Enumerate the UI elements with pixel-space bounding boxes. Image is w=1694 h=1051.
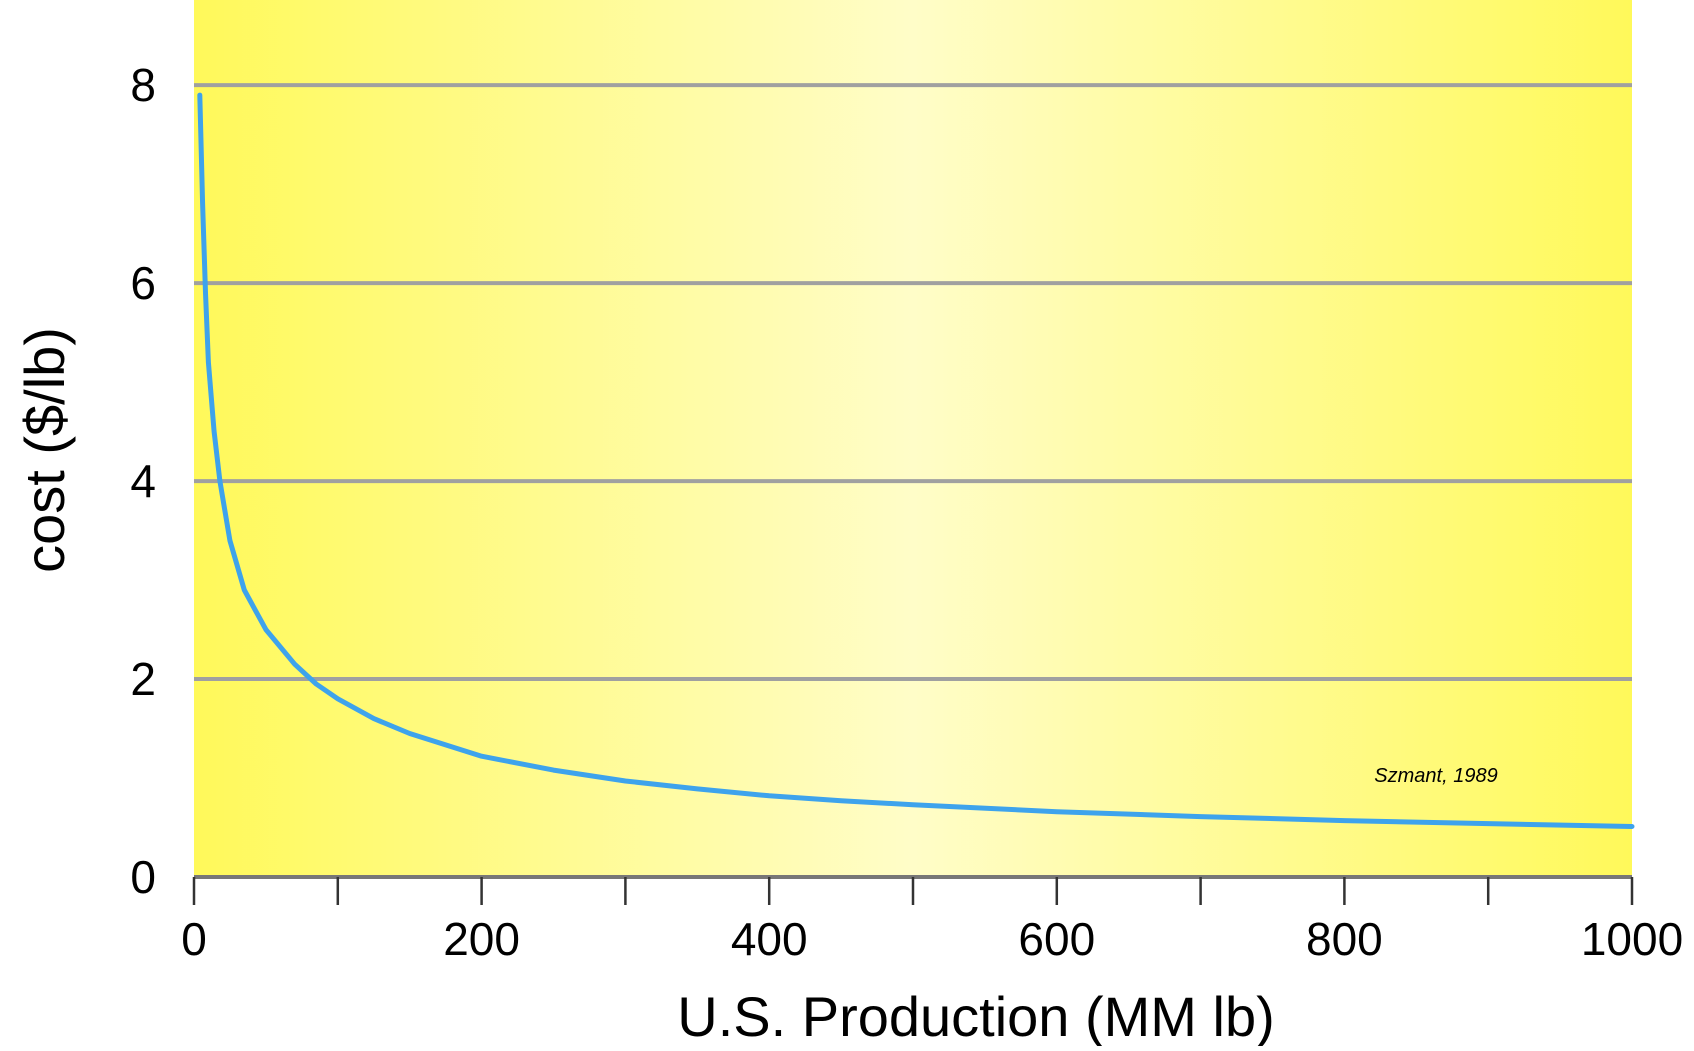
series-point-0-10	[314, 682, 318, 686]
series-point-0-7	[242, 588, 246, 592]
series-point-0-14	[480, 754, 484, 758]
series-point-0-22	[1199, 815, 1203, 819]
series-point-0-12	[372, 717, 376, 721]
series-point-0-2	[203, 291, 208, 295]
source-annotation: Szmant, 1989	[1374, 765, 1497, 787]
series-point-0-17	[695, 787, 699, 791]
x-tick-label-200: 200	[443, 913, 520, 965]
series-point-0-20	[911, 803, 915, 807]
series-point-0-0	[198, 93, 202, 97]
series-line-0	[197, 92, 1635, 829]
series-layer	[197, 92, 1635, 829]
y-tick-label-6: 6	[130, 257, 156, 309]
x-tick-label-1000: 1000	[1581, 913, 1683, 965]
series-point-0-21	[1055, 810, 1059, 814]
series-point-0-15	[551, 768, 556, 772]
series-point-0-25	[1630, 824, 1634, 829]
plot-background	[194, 0, 1632, 877]
y-tick-label-8: 8	[130, 59, 156, 111]
series-point-0-9	[293, 662, 297, 666]
gridlines	[194, 83, 1632, 682]
series-point-0-16	[623, 779, 628, 783]
series-point-0-11	[336, 697, 340, 701]
series-point-0-1	[201, 202, 205, 206]
series-point-0-6	[228, 538, 232, 543]
series-point-0-18	[767, 794, 771, 798]
x-tick-label-800: 800	[1306, 913, 1383, 965]
series-point-0-5	[218, 479, 222, 483]
tick-labels: 0 200 400 600 800 1000 0 2 4 6 8	[130, 59, 1683, 965]
series-point-0-23	[1342, 818, 1346, 823]
x-axis-title: U.S. Production (MM lb)	[677, 985, 1275, 1046]
x-tick-label-0: 0	[181, 913, 207, 965]
x-tick-label-400: 400	[731, 913, 808, 965]
y-axis-title: cost ($/lb)	[13, 327, 76, 573]
series-point-0-19	[839, 799, 843, 803]
series-point-0-4	[212, 430, 216, 434]
y-tick-label-2: 2	[130, 653, 156, 705]
y-tick-label-4: 4	[130, 455, 156, 507]
x-axis	[192, 875, 1634, 905]
y-tick-label-0: 0	[130, 851, 156, 903]
series-point-0-13	[408, 731, 412, 736]
x-tick-label-600: 600	[1018, 913, 1095, 965]
series-point-0-24	[1486, 821, 1490, 826]
series-point-0-3	[206, 360, 210, 364]
series-point-0-8	[264, 627, 268, 632]
